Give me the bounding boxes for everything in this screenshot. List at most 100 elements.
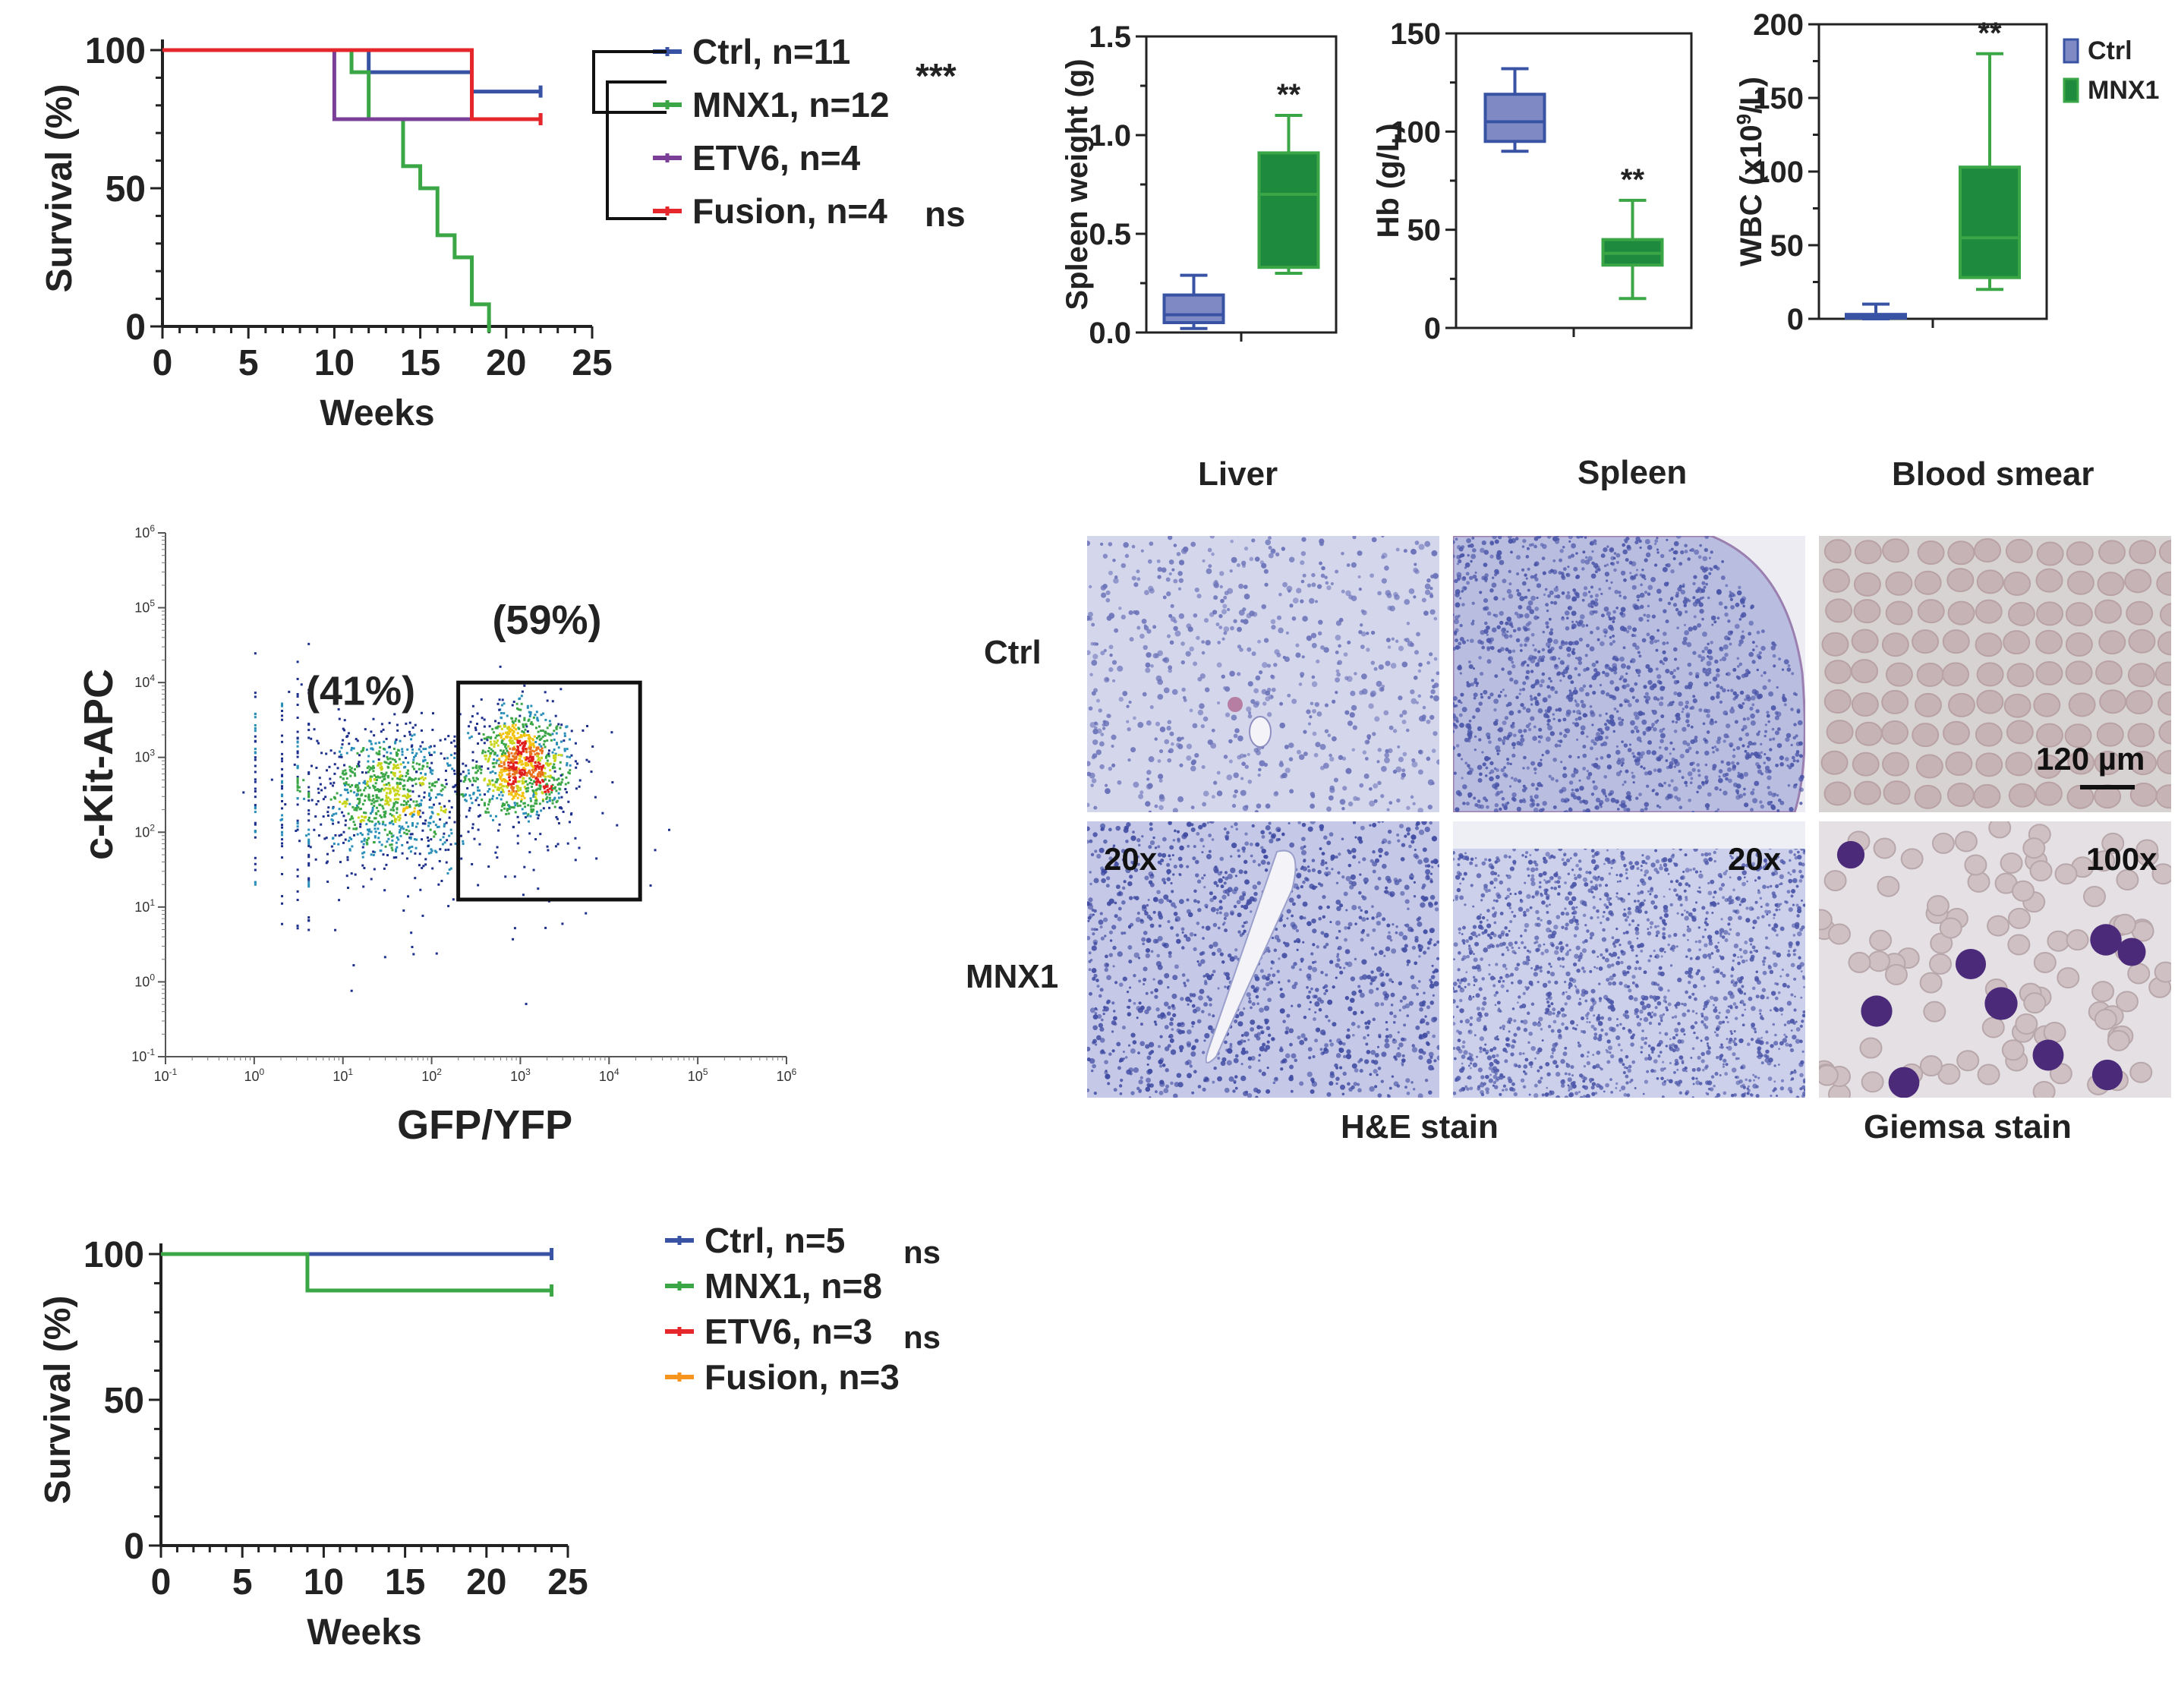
cell	[1783, 659, 1789, 665]
event-dot	[448, 868, 451, 871]
cell	[1707, 642, 1710, 646]
cell	[1265, 803, 1271, 809]
event-dot	[424, 758, 427, 761]
cell	[1124, 553, 1130, 559]
cell	[1568, 689, 1571, 692]
event-dot	[407, 895, 410, 898]
event-dot	[532, 808, 535, 811]
event-dot	[379, 814, 382, 817]
event-dot	[483, 802, 486, 805]
event-dot	[503, 770, 506, 773]
event-dot	[521, 730, 524, 733]
event-dot	[355, 738, 358, 741]
cell	[1247, 752, 1250, 756]
cell	[1714, 810, 1719, 812]
cell	[1721, 656, 1727, 662]
cell	[1634, 574, 1637, 578]
cell	[1271, 625, 1276, 630]
cell	[1372, 732, 1376, 736]
cell	[1672, 557, 1676, 560]
event-dot	[536, 752, 539, 755]
cell	[1385, 590, 1392, 596]
event-dot	[510, 758, 513, 761]
cell	[1231, 556, 1237, 563]
event-dot	[421, 866, 424, 869]
cell	[1472, 667, 1475, 670]
event-dot	[550, 786, 553, 789]
red-blood-cell	[1914, 570, 1942, 595]
event-dot	[513, 802, 516, 805]
event-dot	[500, 808, 503, 811]
event-dot	[547, 775, 550, 778]
event-dot	[468, 725, 471, 728]
event-dot	[667, 828, 670, 831]
cell	[1429, 714, 1435, 720]
event-dot	[513, 767, 516, 770]
cell	[1771, 793, 1776, 798]
cell	[1088, 616, 1093, 621]
cell	[1095, 749, 1102, 755]
event-dot	[339, 800, 342, 803]
cell	[1578, 637, 1584, 642]
cell	[1600, 592, 1603, 596]
cell	[1609, 718, 1615, 723]
cell	[1791, 672, 1795, 676]
cell	[1726, 723, 1731, 729]
cell	[1770, 645, 1776, 651]
event-dot	[591, 745, 594, 748]
event-dot	[515, 707, 518, 710]
event-dot	[387, 837, 390, 840]
event-dot	[329, 749, 333, 752]
cell	[1243, 593, 1250, 600]
cell	[1541, 648, 1546, 652]
event-dot	[402, 909, 405, 912]
cell	[1647, 619, 1650, 622]
event-dot	[504, 759, 507, 762]
event-dot	[546, 796, 549, 799]
cell	[1173, 544, 1177, 547]
event-dot	[512, 789, 515, 793]
cell	[1478, 656, 1482, 660]
cell	[1545, 641, 1551, 648]
event-dot	[307, 796, 310, 799]
cell	[1625, 558, 1629, 562]
cell	[1656, 674, 1662, 679]
event-dot	[388, 831, 391, 834]
cell	[1282, 581, 1288, 588]
cell	[1571, 610, 1577, 616]
cell	[1261, 563, 1267, 569]
cell	[1675, 594, 1679, 598]
cell	[1422, 705, 1426, 710]
cell	[1477, 799, 1481, 803]
event-dot	[396, 836, 399, 839]
cell	[1578, 660, 1583, 665]
cell	[1453, 619, 1459, 625]
cell	[1429, 652, 1433, 657]
event-dot	[372, 760, 375, 763]
cell	[1102, 720, 1107, 724]
event-dot	[395, 841, 398, 844]
event-dot	[384, 773, 387, 776]
event-dot	[565, 791, 568, 794]
event-dot	[506, 735, 509, 738]
event-dot	[511, 805, 514, 808]
cell	[1594, 570, 1598, 574]
event-dot	[446, 839, 449, 842]
y-tick-label: 200	[1753, 8, 1804, 42]
event-dot	[406, 772, 409, 775]
event-dot	[392, 815, 396, 818]
event-dot	[544, 718, 547, 721]
cell	[1349, 712, 1355, 718]
cell	[1716, 695, 1720, 699]
cell	[1614, 686, 1620, 692]
event-dot	[432, 712, 435, 715]
cell	[1530, 575, 1534, 579]
cell	[1488, 740, 1492, 745]
event-dot	[366, 780, 369, 783]
event-dot	[523, 865, 526, 868]
cell	[1481, 645, 1486, 650]
event-dot	[462, 795, 465, 798]
cell	[1533, 725, 1537, 729]
cell	[1631, 771, 1634, 774]
event-dot	[528, 714, 531, 717]
